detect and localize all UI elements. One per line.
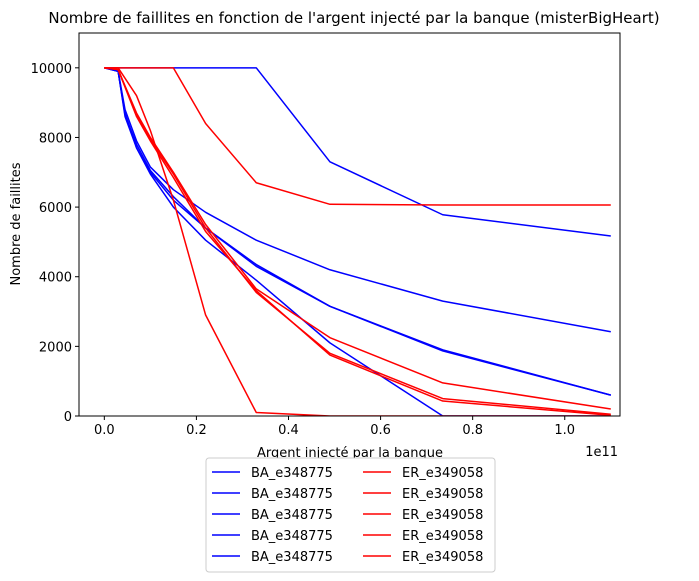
series-layer <box>104 67 611 416</box>
series-line-10 <box>104 67 611 416</box>
y-tick-label: 8000 <box>39 131 72 146</box>
plot-area-frame <box>78 32 621 417</box>
series-line-3 <box>104 67 611 396</box>
x-tick-label: 1.0 <box>554 423 575 438</box>
y-tick-label: 0 <box>64 410 72 425</box>
series-line-2 <box>104 67 611 333</box>
x-tick-label: 0.8 <box>462 423 483 438</box>
y-axis-label: Nombre de faillites <box>9 162 24 285</box>
series-line-1 <box>104 67 611 396</box>
x-tick-label: 0.0 <box>94 423 115 438</box>
chart-title: Nombre de faillites en fonction de l'arg… <box>48 9 659 27</box>
legend: BA_e348775 BA_e348775 BA_e348775 BA_e348775… <box>205 457 496 573</box>
x-axis-label: Argent injecté par la banque <box>257 446 443 461</box>
series-line-8 <box>104 67 611 416</box>
y-tick-label: 10000 <box>31 62 72 77</box>
x-offset-label: 1e11 <box>585 445 618 460</box>
y-tick-label: 4000 <box>39 271 72 286</box>
legend-label: BA_e348775 <box>251 550 333 565</box>
y-tick-label: 6000 <box>39 201 72 216</box>
legend-frame <box>205 457 496 573</box>
legend-label: BA_e348775 <box>251 529 333 544</box>
legend-label: BA_e348775 <box>251 508 333 523</box>
series-line-5 <box>104 67 611 237</box>
legend-label: ER_e349058 <box>402 529 483 544</box>
legend-label: ER_e349058 <box>402 550 483 565</box>
legend-label: ER_e349058 <box>402 487 483 502</box>
series-line-9 <box>104 67 611 416</box>
legend-label: BA_e348775 <box>251 487 333 502</box>
legend-label: ER_e349058 <box>402 508 483 523</box>
series-line-7 <box>104 67 611 410</box>
series-line-6 <box>104 67 611 206</box>
legend-label: BA_e348775 <box>251 466 333 481</box>
legend-label: ER_e349058 <box>402 466 483 481</box>
y-tick-label: 2000 <box>39 340 72 355</box>
x-tick-label: 0.2 <box>186 423 207 438</box>
x-tick-label: 0.4 <box>278 423 299 438</box>
y-axis: 0 2000 4000 6000 8000 10000 <box>31 62 79 425</box>
x-axis: 0.0 0.2 0.4 0.6 0.8 1.0 <box>94 416 575 438</box>
x-tick-label: 0.6 <box>370 423 391 438</box>
series-line-4 <box>104 67 611 416</box>
